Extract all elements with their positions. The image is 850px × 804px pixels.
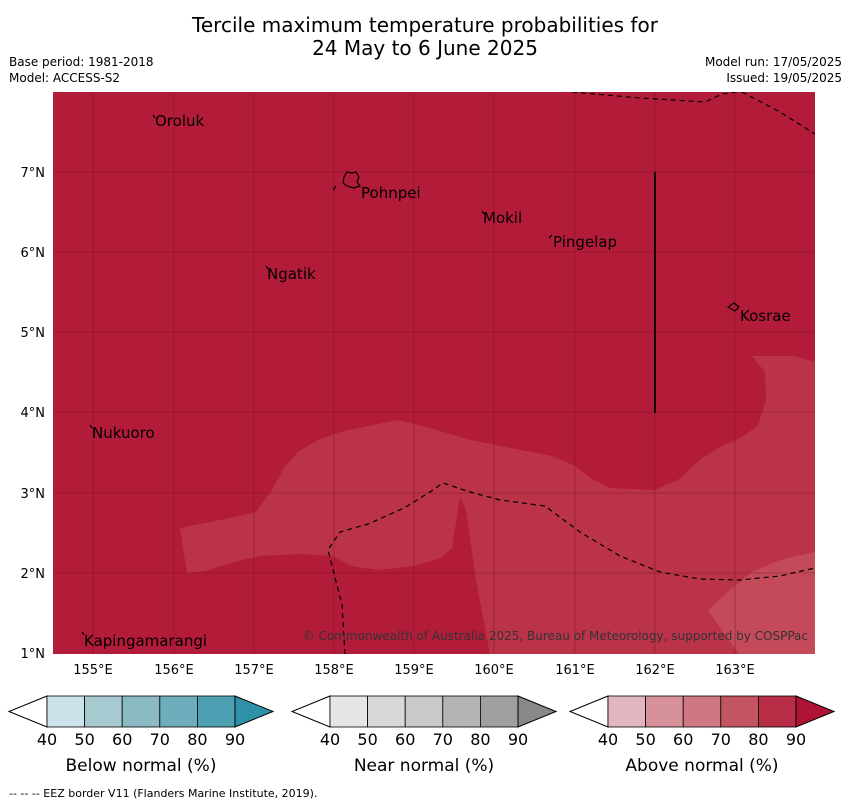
colorbar-tick: 70 <box>711 730 731 749</box>
pingelap-atoll <box>548 234 553 239</box>
colorbar-swatch <box>367 695 406 728</box>
title-line-1: Tercile maximum temperature probabilitie… <box>192 13 658 37</box>
lat-label: 6°N <box>21 246 46 261</box>
colorbar-swatch <box>517 695 558 728</box>
place-label-kosrae: Kosrae <box>740 307 791 325</box>
lat-label: 7°N <box>21 166 46 181</box>
place-label-pingelap: Pingelap <box>553 233 617 251</box>
prob-region-70-80 <box>180 356 815 654</box>
place-label-mokil: Mokil <box>483 209 522 227</box>
colorbar-tick: 70 <box>433 730 453 749</box>
colorbar-swatch <box>795 695 836 728</box>
colorbar-swatch <box>7 695 48 728</box>
meta-left: Base period: 1981-2018 Model: ACCESS-S2 <box>9 54 154 86</box>
lat-label: 2°N <box>21 567 46 582</box>
colorbar-tick: 90 <box>508 730 528 749</box>
islands <box>81 114 740 636</box>
eez-borders <box>327 92 815 654</box>
colorbar-tick: 80 <box>470 730 490 749</box>
lon-label: 158°E <box>314 663 354 678</box>
colorbar-swatch <box>758 695 797 728</box>
map-plot-area: Oroluk Pohnpei Mokil Pingelap Ngatik Kos… <box>53 92 815 654</box>
longitude-labels: 155°E 156°E 157°E 158°E 159°E 160°E 161°… <box>73 663 755 678</box>
lon-label: 157°E <box>234 663 274 678</box>
lon-label: 159°E <box>394 663 434 678</box>
colorbar-swatch <box>329 695 368 728</box>
colorbar-swatch <box>645 695 684 728</box>
lat-label: 5°N <box>21 326 46 341</box>
colorbar-label-below: Below normal (%) <box>65 756 217 776</box>
place-label-oroluk: Oroluk <box>155 112 204 130</box>
colorbar-swatch <box>682 695 722 728</box>
kapingamarangi-atoll <box>81 631 85 636</box>
grid-lines <box>53 92 815 654</box>
place-label-pohnpei: Pohnpei <box>361 184 421 202</box>
oroluk-atoll <box>152 114 156 119</box>
colorbar-tick: 60 <box>112 730 132 749</box>
mokil-atoll <box>481 210 485 215</box>
colorbar-label-near: Near normal (%) <box>353 756 495 776</box>
issued-date: Issued: 19/05/2025 <box>726 71 842 85</box>
colorbar-swatch <box>234 695 275 728</box>
colorbar-tick: 70 <box>150 730 170 749</box>
lon-label: 156°E <box>154 663 194 678</box>
colorbar-swatch <box>404 695 444 728</box>
colorbar-tick: 50 <box>635 730 655 749</box>
colorbar-swatch <box>568 695 609 728</box>
colorbar-tick: 90 <box>786 730 806 749</box>
colorbar-near-normal: 40 50 60 70 80 90 <box>290 695 558 749</box>
colorbar-swatch <box>46 695 85 728</box>
colorbar-label-above: Above normal (%) <box>625 756 779 776</box>
lon-label: 161°E <box>555 663 595 678</box>
place-label-kapingamarangi: Kapingamarangi <box>84 632 207 650</box>
colorbar-swatch <box>479 695 519 728</box>
colorbar-tick: 50 <box>74 730 94 749</box>
eez-border-north <box>571 92 741 103</box>
lat-label: 1°N <box>21 647 46 662</box>
eez-footnote: -- -- -- EEZ border V11 (Flanders Marine… <box>9 787 318 800</box>
title-line-2: 24 May to 6 June 2025 <box>312 36 538 60</box>
map-title: Tercile maximum temperature probabilitie… <box>0 14 850 60</box>
colorbar-tick: 40 <box>598 730 618 749</box>
colorbar-swatch <box>159 695 198 728</box>
colorbar-swatch <box>442 695 481 728</box>
lon-label: 155°E <box>73 663 113 678</box>
colorbar-tick: 60 <box>395 730 415 749</box>
colorbar-tick: 90 <box>225 730 245 749</box>
nukuoro-atoll <box>89 424 93 429</box>
copyright-notice: © Commonwealth of Australia 2025, Bureau… <box>303 629 808 643</box>
meta-right: Model run: 17/05/2025 Issued: 19/05/2025 <box>705 54 842 86</box>
place-label-nukuoro: Nukuoro <box>92 424 155 442</box>
ngatik-atoll <box>265 265 269 270</box>
pohnpei-island <box>342 171 361 189</box>
model-name: Model: ACCESS-S2 <box>9 71 121 85</box>
colorbar-below-normal: 40 50 60 70 80 90 <box>7 695 275 749</box>
kosrae-island <box>726 302 740 312</box>
colorbar-swatch <box>290 695 331 728</box>
base-period: Base period: 1981-2018 <box>9 55 154 69</box>
lon-label: 162°E <box>635 663 675 678</box>
latitude-labels: 1°N 2°N 3°N 4°N 5°N 6°N 7°N <box>21 166 46 662</box>
colorbar-tick: 60 <box>673 730 693 749</box>
colorbar-swatch <box>607 695 646 728</box>
colorbar-swatch <box>84 695 123 728</box>
colorbar-above-normal: 40 50 60 70 80 90 <box>568 695 836 749</box>
colorbar-swatch <box>720 695 759 728</box>
colorbar-tick: 40 <box>320 730 340 749</box>
lon-label: 163°E <box>715 663 755 678</box>
lat-label: 3°N <box>21 487 46 502</box>
colorbar-tick: 80 <box>748 730 768 749</box>
colorbar-tick: 80 <box>187 730 207 749</box>
lat-label: 4°N <box>21 406 46 421</box>
colorbar-swatch <box>121 695 161 728</box>
colorbar-swatch <box>196 695 236 728</box>
colorbar-tick: 40 <box>37 730 57 749</box>
pohnpei-islet <box>332 185 337 191</box>
model-run: Model run: 17/05/2025 <box>704 55 842 69</box>
lon-label: 160°E <box>474 663 514 678</box>
place-label-ngatik: Ngatik <box>267 265 316 283</box>
colorbar-tick: 50 <box>357 730 377 749</box>
